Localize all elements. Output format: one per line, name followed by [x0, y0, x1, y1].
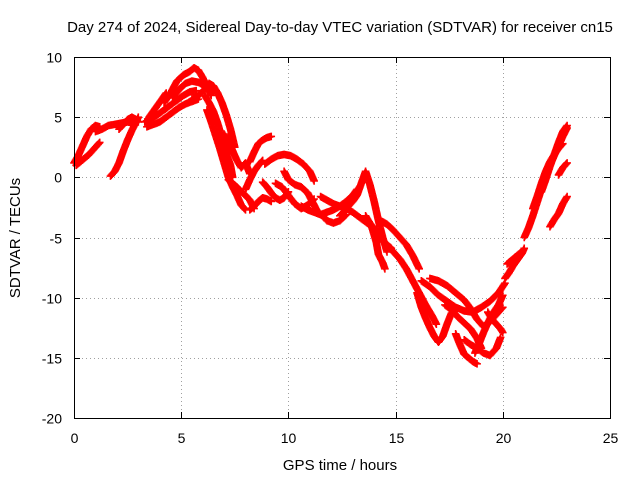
data-point — [516, 249, 524, 257]
data-point — [267, 132, 276, 141]
data-point — [563, 121, 571, 130]
y-tick-label: -5 — [50, 231, 63, 247]
data-point — [562, 160, 571, 168]
x-axis-label: GPS time / hours — [283, 457, 397, 474]
data-point — [95, 138, 104, 147]
x-tick-label: 0 — [71, 430, 79, 446]
y-tick-labels: -20 -15 -10 -5 0 5 10 — [42, 50, 62, 427]
y-tick-label: 10 — [46, 50, 62, 66]
x-tick-label: 15 — [389, 430, 405, 446]
y-axis-label: SDTVAR / TECUs — [7, 178, 24, 298]
y-tick-label: 0 — [54, 170, 62, 186]
data-point — [192, 86, 201, 95]
data-point — [499, 328, 507, 337]
data-point — [381, 264, 389, 273]
data-point — [267, 197, 276, 206]
x-tick-label: 25 — [603, 430, 619, 446]
y-tick-label: -15 — [42, 351, 62, 367]
x-tick-labels: 0 5 10 15 20 25 — [71, 430, 619, 446]
x-tick-label: 20 — [496, 430, 512, 446]
data-point — [563, 159, 571, 167]
data-point — [207, 89, 216, 97]
data-point — [415, 264, 423, 273]
data-point — [563, 192, 571, 201]
data-point — [432, 320, 441, 328]
data-point — [496, 333, 505, 342]
data-point — [473, 360, 481, 368]
chart-title: Day 274 of 2024, Sidereal Day-to-day VTE… — [67, 19, 613, 36]
data-point — [310, 177, 318, 185]
data-point — [520, 244, 529, 253]
data-point — [134, 118, 143, 126]
x-tick-label: 5 — [178, 430, 186, 446]
x-tick-label: 10 — [281, 430, 297, 446]
data-point — [206, 88, 215, 96]
data-point — [499, 291, 507, 300]
data-marks — [70, 64, 571, 368]
data-point — [240, 205, 249, 213]
y-tick-label: 5 — [54, 110, 62, 126]
y-tick-label: -10 — [42, 291, 62, 307]
y-tick-label: -20 — [42, 411, 62, 427]
axis-ticks — [74, 57, 611, 419]
data-point — [383, 248, 391, 256]
